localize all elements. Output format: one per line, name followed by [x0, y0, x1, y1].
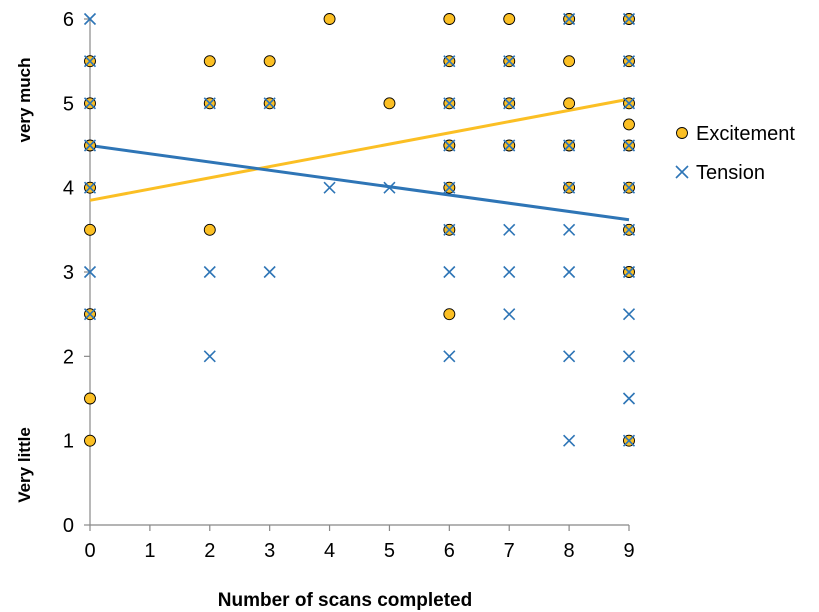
- tension-point: [443, 223, 456, 236]
- tension-point: [563, 350, 576, 363]
- trendline-tension: [89, 144, 630, 222]
- y-tick-label: 4: [63, 178, 74, 200]
- tension-point: [83, 97, 97, 110]
- tension-point: [622, 392, 636, 405]
- tension-point: [443, 181, 456, 194]
- tension-point: [323, 181, 336, 194]
- x-tick-label: 6: [444, 540, 455, 562]
- y-tick-label: 0: [63, 515, 74, 537]
- x-tick-label: 5: [384, 540, 395, 562]
- x-tick-label: 7: [504, 540, 515, 562]
- tension-point: [263, 265, 276, 279]
- legend-label-tension: Tension: [696, 162, 765, 184]
- excitement-point: [84, 434, 96, 447]
- tension-point: [203, 350, 216, 363]
- excitement-point: [443, 13, 456, 25]
- tension-point: [503, 97, 516, 110]
- excitement-point: [84, 392, 96, 405]
- tension-point: [622, 12, 636, 26]
- tension-point: [503, 55, 516, 68]
- tension-point: [563, 434, 576, 447]
- y-tick-label: 1: [63, 431, 74, 453]
- y-tick-label: 6: [63, 9, 74, 31]
- excitement-point: [563, 55, 576, 68]
- tension-point: [83, 12, 97, 26]
- y-ticks: 0 1 2 3 4 5 6: [63, 9, 90, 537]
- y-tick-label: 5: [63, 93, 74, 115]
- excitement-point: [563, 97, 576, 110]
- tension-point: [443, 97, 456, 110]
- tension-point: [503, 265, 516, 279]
- tension-point: [203, 97, 216, 110]
- excitement-point: [323, 13, 336, 25]
- legend-x-marker-icon: [675, 165, 689, 179]
- tension-point: [622, 223, 636, 236]
- y-axis-label-bottom: Very little: [15, 427, 34, 503]
- tension-point: [83, 181, 97, 194]
- axes: 0 1 2 3 4 5 6 7 8 9 0 1 2 3 4 5 6: [63, 9, 635, 562]
- tension-point: [622, 181, 636, 194]
- excitement-point: [443, 308, 456, 321]
- x-tick-label: 0: [84, 540, 95, 562]
- x-tick-label: 1: [144, 540, 155, 562]
- excitement-point: [383, 97, 396, 110]
- tension-point: [83, 55, 97, 68]
- tension-point: [383, 181, 396, 194]
- legend: Excitement Tension: [675, 123, 795, 184]
- excitement-point: [203, 223, 216, 236]
- tension-point: [622, 97, 636, 110]
- tension-point: [622, 139, 636, 152]
- excitement-point: [84, 223, 96, 236]
- tension-point: [622, 55, 636, 68]
- excitement-point: [503, 13, 516, 25]
- x-tick-label: 3: [264, 540, 275, 562]
- legend-circle-marker-icon: [676, 127, 688, 139]
- excitement-point: [263, 55, 276, 68]
- tension-point: [503, 139, 516, 152]
- x-ticks: 0 1 2 3 4 5 6 7 8 9: [84, 525, 635, 562]
- tension-point: [563, 139, 576, 152]
- tension-point: [503, 223, 516, 236]
- excitement-point: [623, 118, 635, 131]
- tension-point: [443, 350, 456, 363]
- tension-point: [563, 223, 576, 236]
- tension-point: [443, 265, 456, 279]
- tension-point: [563, 265, 576, 279]
- legend-item-tension: Tension: [675, 162, 765, 184]
- tension-point: [203, 265, 216, 279]
- x-tick-label: 8: [564, 540, 575, 562]
- tension-point: [563, 12, 576, 26]
- tension-point: [622, 265, 636, 279]
- data-points: [83, 12, 636, 447]
- tension-point: [443, 55, 456, 68]
- y-tick-label: 3: [63, 262, 74, 284]
- tension-point: [83, 308, 97, 321]
- tension-point: [83, 265, 97, 279]
- tension-point: [622, 308, 636, 321]
- tension-point: [622, 350, 636, 363]
- excitement-point: [203, 55, 216, 68]
- tension-point: [563, 181, 576, 194]
- x-tick-label: 4: [324, 540, 335, 562]
- x-tick-label: 2: [204, 540, 215, 562]
- trendlines: [89, 97, 630, 222]
- x-axis-label: Number of scans completed: [218, 590, 472, 611]
- trendline-excitement: [89, 97, 630, 202]
- y-tick-label: 2: [63, 346, 74, 368]
- tension-point: [503, 308, 516, 321]
- tension-point: [443, 139, 456, 152]
- tension-point: [622, 434, 636, 447]
- tension-point: [83, 139, 97, 152]
- x-tick-label: 9: [623, 540, 634, 562]
- tension-point: [263, 97, 276, 110]
- y-axis-label-top: very much: [15, 57, 34, 142]
- legend-item-excitement: Excitement: [676, 123, 795, 145]
- legend-label-excitement: Excitement: [696, 123, 795, 145]
